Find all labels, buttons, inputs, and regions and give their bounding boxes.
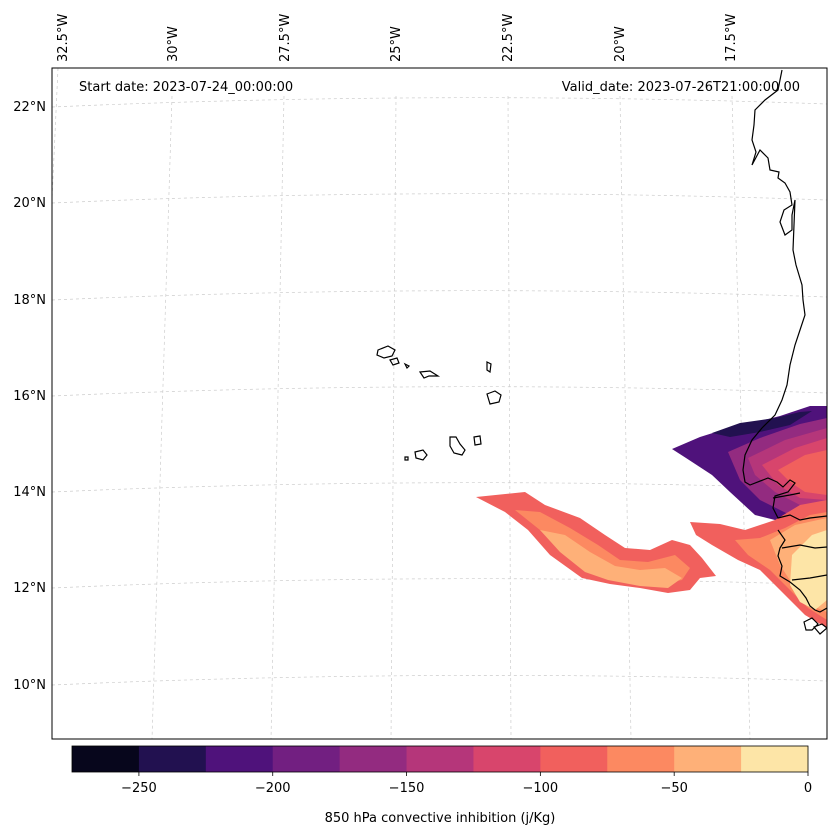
lon-tick-label: 30°W	[166, 26, 181, 62]
lon-tick-label: 17.5°W	[724, 14, 739, 62]
colorbar-label: 850 hPa convective inhibition (j/Kg)	[325, 811, 556, 826]
cin-region-deep-purple	[712, 411, 812, 437]
island-santa-luzia	[403, 362, 411, 370]
lat-tick-label: 16°N	[13, 389, 46, 404]
island-sal	[486, 361, 492, 374]
guinea-coast-islands	[812, 623, 827, 635]
guinea-bissau-coast	[777, 529, 827, 613]
coastlines	[376, 69, 827, 635]
map-area: Start date: 2023-07-24_00:00:00 Valid_da…	[51, 67, 828, 740]
colorbar-tick-label: −200	[255, 781, 291, 796]
lon-tick-label: 27.5°W	[278, 14, 293, 62]
lat-tick-label: 18°N	[13, 293, 46, 308]
colorbar-tick-label: −50	[660, 781, 687, 796]
colorbar-swatch	[674, 746, 742, 772]
island-brava	[404, 456, 409, 461]
colorbar: −250 −200 −150 −100 −50 0 850 hPa convective …	[71, 745, 812, 826]
lon-tick-label: 20°W	[613, 26, 628, 62]
lon-tick-label: 22.5°W	[501, 14, 516, 62]
island-santiago	[449, 436, 466, 456]
island-sao-vicente	[389, 357, 400, 366]
colorbar-tick-label: 0	[804, 781, 812, 796]
lon-tick-label: 32.5°W	[56, 14, 71, 62]
start-date-text: Start date: 2023-07-24_00:00:00	[79, 80, 293, 95]
cin-shading	[476, 406, 827, 628]
border-line	[781, 544, 827, 549]
colorbar-swatch	[339, 746, 408, 772]
colorbar-frame	[71, 745, 809, 773]
island-maio	[473, 435, 482, 446]
colorbar-swatch	[741, 746, 809, 772]
colorbar-swatch	[540, 746, 608, 772]
island-sao-nicolau	[418, 370, 441, 379]
island-boa-vista	[486, 390, 502, 405]
cin-region-tongue-light	[540, 530, 682, 588]
colorbar-swatch	[473, 746, 541, 772]
lat-tick-label: 14°N	[13, 485, 46, 500]
graticule	[52, 68, 827, 739]
colorbar-swatch	[607, 746, 675, 772]
colorbar-tick-label: −100	[523, 781, 559, 796]
colorbar-swatch	[272, 746, 341, 772]
colorbar-swatch	[138, 746, 207, 772]
latitude-tick-labels: 22°N 20°N 18°N 16°N 14°N 12°N 10°N	[13, 100, 46, 693]
africa-coastline	[742, 69, 827, 521]
lat-tick-label: 10°N	[13, 678, 46, 693]
gambia-river	[772, 492, 801, 499]
colorbar-tick-label: −150	[389, 781, 425, 796]
map-frame	[51, 67, 828, 740]
border-line	[791, 574, 827, 581]
lon-tick-label: 25°W	[389, 26, 404, 62]
island-santo-antao	[376, 345, 396, 359]
lat-tick-label: 12°N	[13, 581, 46, 596]
valid-date-text: Valid_date: 2023-07-26T21:00:00.00	[562, 80, 800, 95]
lat-tick-label: 22°N	[13, 100, 46, 115]
colorbar-swatches	[72, 746, 809, 772]
colorbar-tick-label: −250	[121, 781, 157, 796]
cin-region-tongue-orange	[515, 510, 690, 585]
longitude-tick-labels: 32.5°W 30°W 27.5°W 25°W 22.5°W 20°W 17.5…	[56, 14, 739, 62]
colorbar-swatch	[205, 746, 274, 772]
cin-region-salmon	[778, 450, 827, 495]
colorbar-swatch	[72, 746, 140, 772]
colorbar-ticks: −250 −200 −150 −100 −50 0	[121, 772, 812, 796]
island-fogo	[414, 449, 428, 461]
lat-tick-label: 20°N	[13, 196, 46, 211]
colorbar-swatch	[406, 746, 474, 772]
